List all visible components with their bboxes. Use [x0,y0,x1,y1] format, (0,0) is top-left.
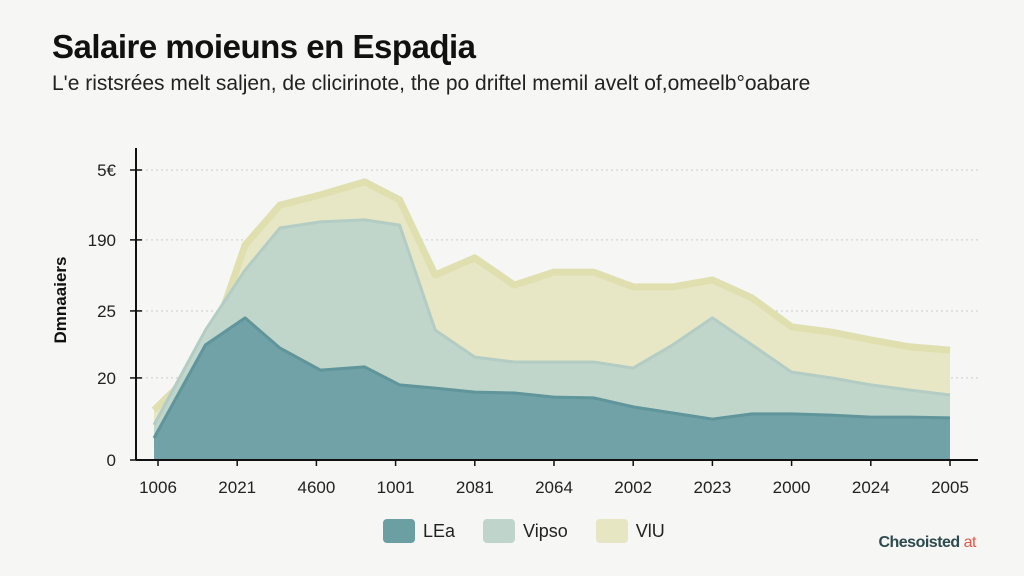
x-tick-label: 2021 [218,478,256,497]
x-tick-label: 4600 [297,478,335,497]
y-tick-label: 20 [97,369,116,388]
legend-swatch-vlu [595,519,628,543]
x-tick-label: 1006 [139,478,177,497]
x-tick-label: 1001 [377,478,415,497]
area-edge-vipso [152,218,951,426]
area-lea [154,317,950,460]
watermark-logo: Chesoisted at [878,534,976,551]
area-edge-lea [152,316,951,439]
legend-item-vipso: Vipso [483,519,568,543]
y-tick-label: 5€ [97,161,116,180]
x-tick-label: 2023 [693,478,731,497]
area-edge-vlu [151,178,951,413]
legend-swatch-vipso [483,519,516,543]
legend-swatch-lea [383,519,415,543]
x-tick-label: 2000 [773,478,811,497]
legend-label-vlu: VlU [635,520,665,541]
legend-label-vipso: Vipso [523,520,568,541]
legend-item-lea: LEa [383,519,455,543]
x-tick-label: 2005 [931,478,969,497]
chart-title: Salaire moieuns en Espaɖia [52,28,476,65]
x-tick-label: 2081 [456,478,494,497]
y-axis-label: Dmnaaiers [51,257,70,344]
legend-label-lea: LEa [423,520,456,541]
chart-subtitle: L'e ristsrées melt saljen, de clicirinot… [52,72,811,95]
y-tick-label: 25 [97,302,116,321]
x-tick-label: 2024 [852,478,890,497]
x-tick-label: 2002 [614,478,652,497]
y-tick-label: 0 [107,451,116,470]
legend: LEa Vipso VlU [383,519,693,543]
x-tick-label: 2064 [535,478,573,497]
y-tick-label: 190 [88,231,116,250]
legend-item-vlu: VlU [595,519,665,543]
